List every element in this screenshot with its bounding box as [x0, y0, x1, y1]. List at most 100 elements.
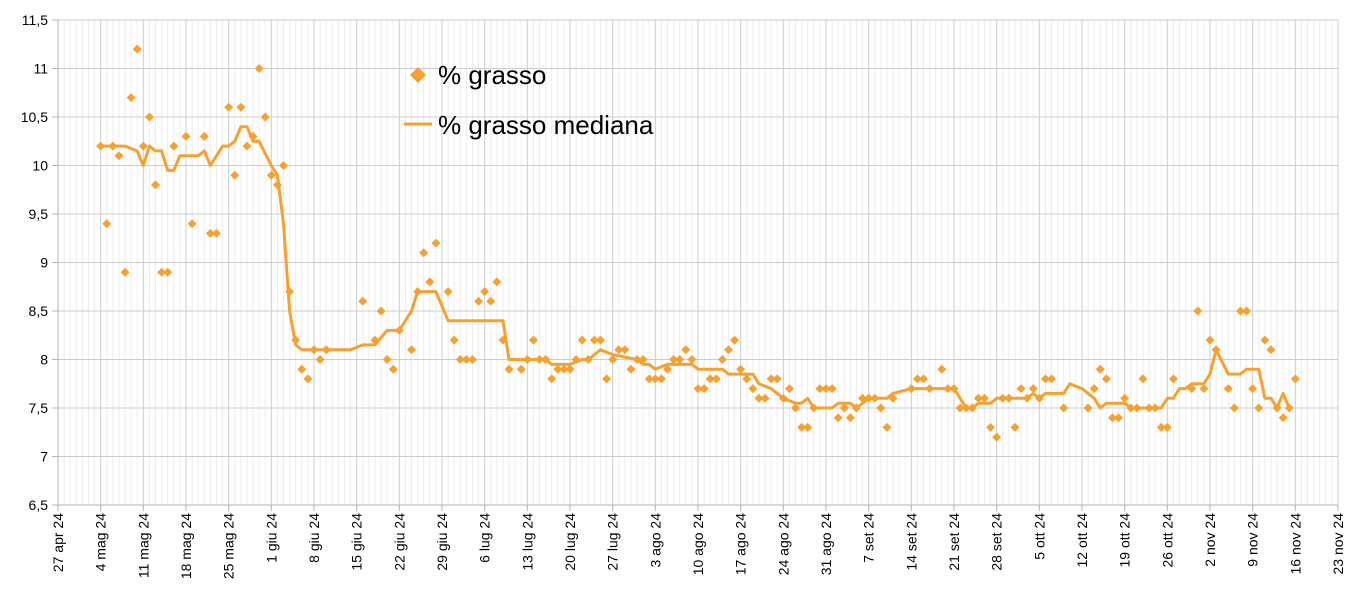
x-tick-label: 22 giu 24 — [391, 513, 407, 571]
data-point — [492, 277, 502, 287]
data-point — [181, 131, 191, 141]
data-point — [1211, 345, 1221, 355]
data-point — [1235, 306, 1245, 316]
data-point — [638, 355, 648, 364]
y-tick-label: 11,5 — [22, 12, 48, 28]
data-point — [803, 422, 813, 432]
x-tick-label: 11 mag 24 — [135, 513, 151, 578]
data-point — [925, 384, 935, 394]
data-point — [1089, 384, 1099, 394]
data-point — [467, 355, 477, 364]
data-point — [772, 374, 782, 384]
data-point — [120, 267, 130, 277]
data-point — [571, 355, 581, 364]
axes — [52, 19, 1339, 511]
data-point — [675, 355, 685, 364]
data-point — [998, 393, 1008, 403]
data-point — [1138, 374, 1148, 384]
x-tick-labels: 27 apr 24 4 mag 24 11 mag 24 18 mag 24 25 ma… — [50, 513, 1346, 579]
data-point — [693, 384, 703, 394]
x-tick-label: 23 nov 24 — [1330, 513, 1346, 575]
x-tick-label: 27 apr 24 — [50, 513, 66, 572]
data-point — [541, 355, 551, 364]
data-point — [260, 112, 270, 122]
data-point — [870, 393, 880, 403]
data-point — [303, 374, 313, 384]
data-point — [809, 403, 819, 413]
data-point — [620, 345, 630, 355]
x-tick-label: 1 giu 24 — [263, 513, 279, 563]
data-point — [285, 287, 295, 297]
data-point — [577, 335, 587, 345]
x-tick-label: 5 ott 24 — [1031, 513, 1047, 560]
data-point — [766, 374, 776, 384]
data-point — [791, 403, 801, 413]
data-point — [833, 413, 843, 423]
data-point — [1187, 384, 1197, 394]
data-point — [291, 335, 301, 345]
data-point — [1284, 403, 1294, 413]
x-tick-label: 2 nov 24 — [1202, 513, 1218, 567]
data-point — [169, 141, 179, 151]
data-point — [1004, 393, 1014, 403]
data-point — [845, 413, 855, 423]
data-point — [967, 403, 977, 413]
data-point — [1248, 384, 1258, 394]
data-point — [937, 364, 947, 374]
data-point — [760, 393, 770, 403]
data-point — [1120, 393, 1130, 403]
y-tick-label: 10,5 — [21, 109, 48, 125]
data-point — [1266, 345, 1276, 355]
data-point — [376, 306, 386, 316]
data-point — [96, 141, 106, 151]
data-point — [784, 384, 794, 394]
data-point — [279, 161, 289, 170]
data-point — [723, 345, 733, 355]
data-point — [1022, 393, 1032, 403]
data-point — [1107, 413, 1117, 423]
x-tick-label: 20 lug 24 — [562, 513, 578, 571]
data-point — [108, 141, 118, 151]
legend-label-mediana: % grasso mediana — [438, 110, 654, 140]
data-point — [425, 277, 435, 287]
data-point — [407, 345, 417, 355]
legend-label-grasso: % grasso — [438, 60, 546, 90]
x-tick-label: 15 giu 24 — [349, 513, 365, 571]
data-point — [254, 64, 264, 73]
data-point — [236, 102, 246, 112]
data-point — [589, 335, 599, 345]
x-tick-label: 6 lug 24 — [477, 513, 493, 563]
data-point — [1242, 306, 1252, 316]
data-point — [114, 151, 124, 161]
data-point — [382, 355, 392, 364]
data-point — [888, 393, 898, 403]
data-point — [663, 364, 673, 374]
x-tick-label: 24 ago 24 — [775, 513, 791, 575]
data-point — [730, 335, 740, 345]
data-point — [358, 296, 368, 306]
data-point — [632, 355, 642, 364]
x-tick-label: 25 mag 24 — [221, 513, 237, 579]
grid-lines — [57, 19, 1339, 506]
data-point — [321, 345, 331, 355]
y-tick-label: 6,5 — [29, 497, 49, 513]
data-point — [1114, 413, 1124, 423]
data-point — [949, 384, 959, 394]
x-tick-label: 17 ago 24 — [733, 513, 749, 575]
data-point — [266, 170, 276, 180]
data-point — [979, 393, 989, 403]
data-point — [419, 248, 429, 258]
data-point — [297, 364, 307, 374]
legend: % grasso % grasso mediana — [404, 60, 654, 140]
data-point — [1010, 422, 1020, 432]
data-point — [1083, 403, 1093, 413]
data-point — [882, 422, 892, 432]
y-tick-label: 9,5 — [29, 206, 49, 222]
data-point — [199, 131, 209, 141]
data-point — [1132, 403, 1142, 413]
x-tick-label: 3 ago 24 — [647, 513, 663, 568]
data-point — [851, 403, 861, 413]
data-point — [565, 364, 575, 374]
